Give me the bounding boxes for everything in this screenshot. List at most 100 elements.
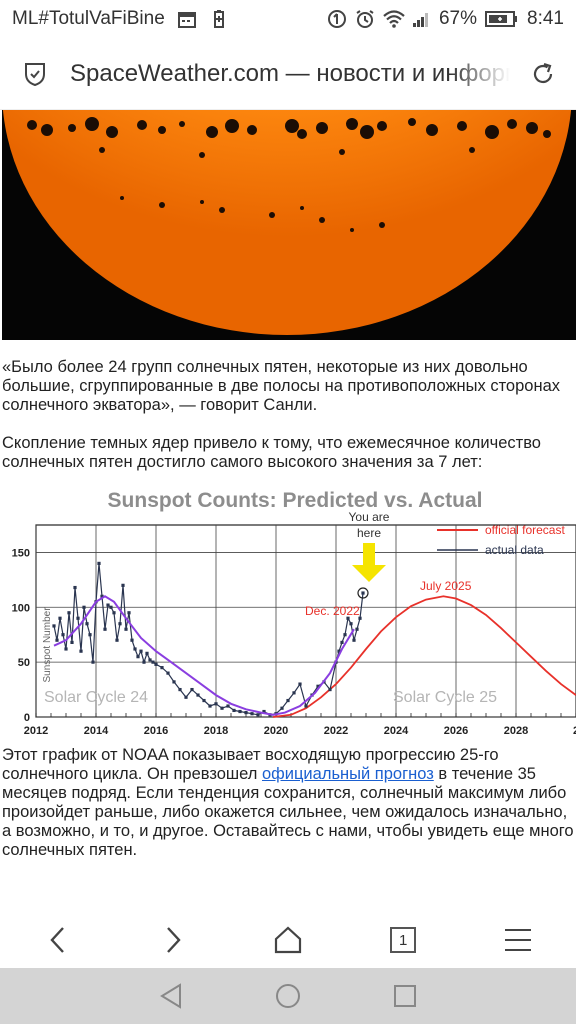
actual-data-point [220,706,224,710]
browser-toolbar: 1 [0,912,576,968]
sunspot-mark [339,149,345,155]
system-back-icon[interactable] [158,982,184,1010]
x-tick-label: 2020 [264,725,288,735]
sunspot-mark [199,152,205,158]
actual-data-point [361,591,365,595]
sunspot-mark [247,125,257,135]
security-shield-icon[interactable] [0,61,70,87]
actual-data-point [202,698,206,703]
forward-button[interactable] [143,915,203,965]
actual-data-point [358,616,362,620]
sunspot-mark [297,129,307,139]
actual-data-point [82,605,86,609]
reload-icon[interactable] [510,61,576,87]
actual-data-point [208,704,212,708]
actual-data-point [91,660,95,664]
actual-data-point [343,633,347,637]
actual-data-point [154,662,158,666]
actual-data-point [250,712,254,716]
actual-data-point [337,649,341,653]
official-forecast-link[interactable]: официальный прогноз [262,765,434,783]
y-axis-label: Sunspot Number [42,607,53,683]
actual-data-point [226,704,230,708]
sunspot-mark [120,196,124,200]
actual-data-point [286,698,290,703]
cycle24-label: Solar Cycle 24 [44,689,148,706]
hamburger-menu-icon [505,929,532,951]
dec-2022-label: Dec. 2022 [305,604,360,618]
wifi-icon [383,9,405,29]
home-button[interactable] [258,915,318,965]
actual-data-point [73,585,77,590]
x-tick-label: 2024 [384,725,409,735]
sunspot-mark [526,122,538,134]
system-recents-icon[interactable] [392,983,418,1009]
sun-photo [2,110,576,340]
y-tick-label: 150 [12,547,30,559]
actual-data-point [70,640,74,644]
legend-forecast: official forecast [485,523,565,537]
actual-data-point [316,684,320,688]
sunspot-mark [457,121,467,131]
back-button[interactable] [28,915,88,965]
sunspot-mark [200,200,204,204]
cycle25-label: Solar Cycle 25 [393,689,497,706]
sunspot-mark [41,124,53,136]
actual-data-point [352,638,356,642]
system-navigation-bar [0,968,576,1024]
x-tick-label: 2014 [84,725,109,735]
sunspot-mark [106,126,118,138]
actual-data-point [121,583,125,587]
sunspot-mark [300,206,304,210]
page-title[interactable]: SpaceWeather.com — новости и информация [70,59,510,88]
actual-data-point [145,651,149,655]
system-home-icon[interactable] [274,982,302,1010]
actual-data-point [124,627,128,631]
chart-legend: official forecast actual data [437,523,565,557]
article-paragraph-2: Скопление темных ядер привело к тому, чт… [2,434,541,471]
actual-data-point [112,611,116,615]
home-icon [274,926,302,954]
legend-actual: actual data [485,543,544,557]
actual-data-point [346,616,350,620]
actual-data-point [142,660,146,664]
you-are-here-marker [357,587,369,599]
x-tick-label: 2028 [504,725,528,735]
sunspot-mark [346,118,358,130]
actual-data-point [64,647,68,651]
actual-data-point [55,638,59,642]
here-label: here [357,526,381,540]
sunspot-mark [159,202,165,208]
actual-data-point [130,638,134,642]
actual-data-point [244,711,248,715]
sunspot-mark [68,124,76,132]
actual-data-point [67,611,71,615]
actual-data-point [160,666,164,670]
x-tick-label: 2022 [324,725,348,735]
actual-data-point [85,622,89,626]
actual-data-point [232,708,236,713]
battery-saver-icon [209,9,229,29]
menu-button[interactable] [488,915,548,965]
actual-data-point [214,702,218,706]
actual-data-point [238,709,242,714]
web-content[interactable]: «Было более 24 групп солнечных пятен, не… [0,110,576,912]
para3-text-start: Этот график от NOAA показывает восходящу… [2,746,499,783]
signal-icon [411,9,431,29]
x-tick-label: 2018 [204,725,228,735]
forecast-line [272,595,576,718]
tabs-button[interactable]: 1 [373,915,433,965]
actual-data-point [298,682,302,686]
sunspot-mark [507,119,517,129]
actual-data-point [190,687,194,692]
tab-count-icon: 1 [390,927,417,953]
actual-data-point [109,605,113,609]
actual-data-point [178,687,182,692]
sunspot-mark [99,147,105,153]
sunspot-mark [543,130,551,138]
smoothed-line [53,595,355,716]
carrier-label: ML#TotulVaFiBine [12,8,165,29]
actual-data-point [133,647,137,651]
status-bar: ML#TotulVaFiBine 67% 8:41 [0,0,576,38]
alarm-icon [355,9,375,29]
